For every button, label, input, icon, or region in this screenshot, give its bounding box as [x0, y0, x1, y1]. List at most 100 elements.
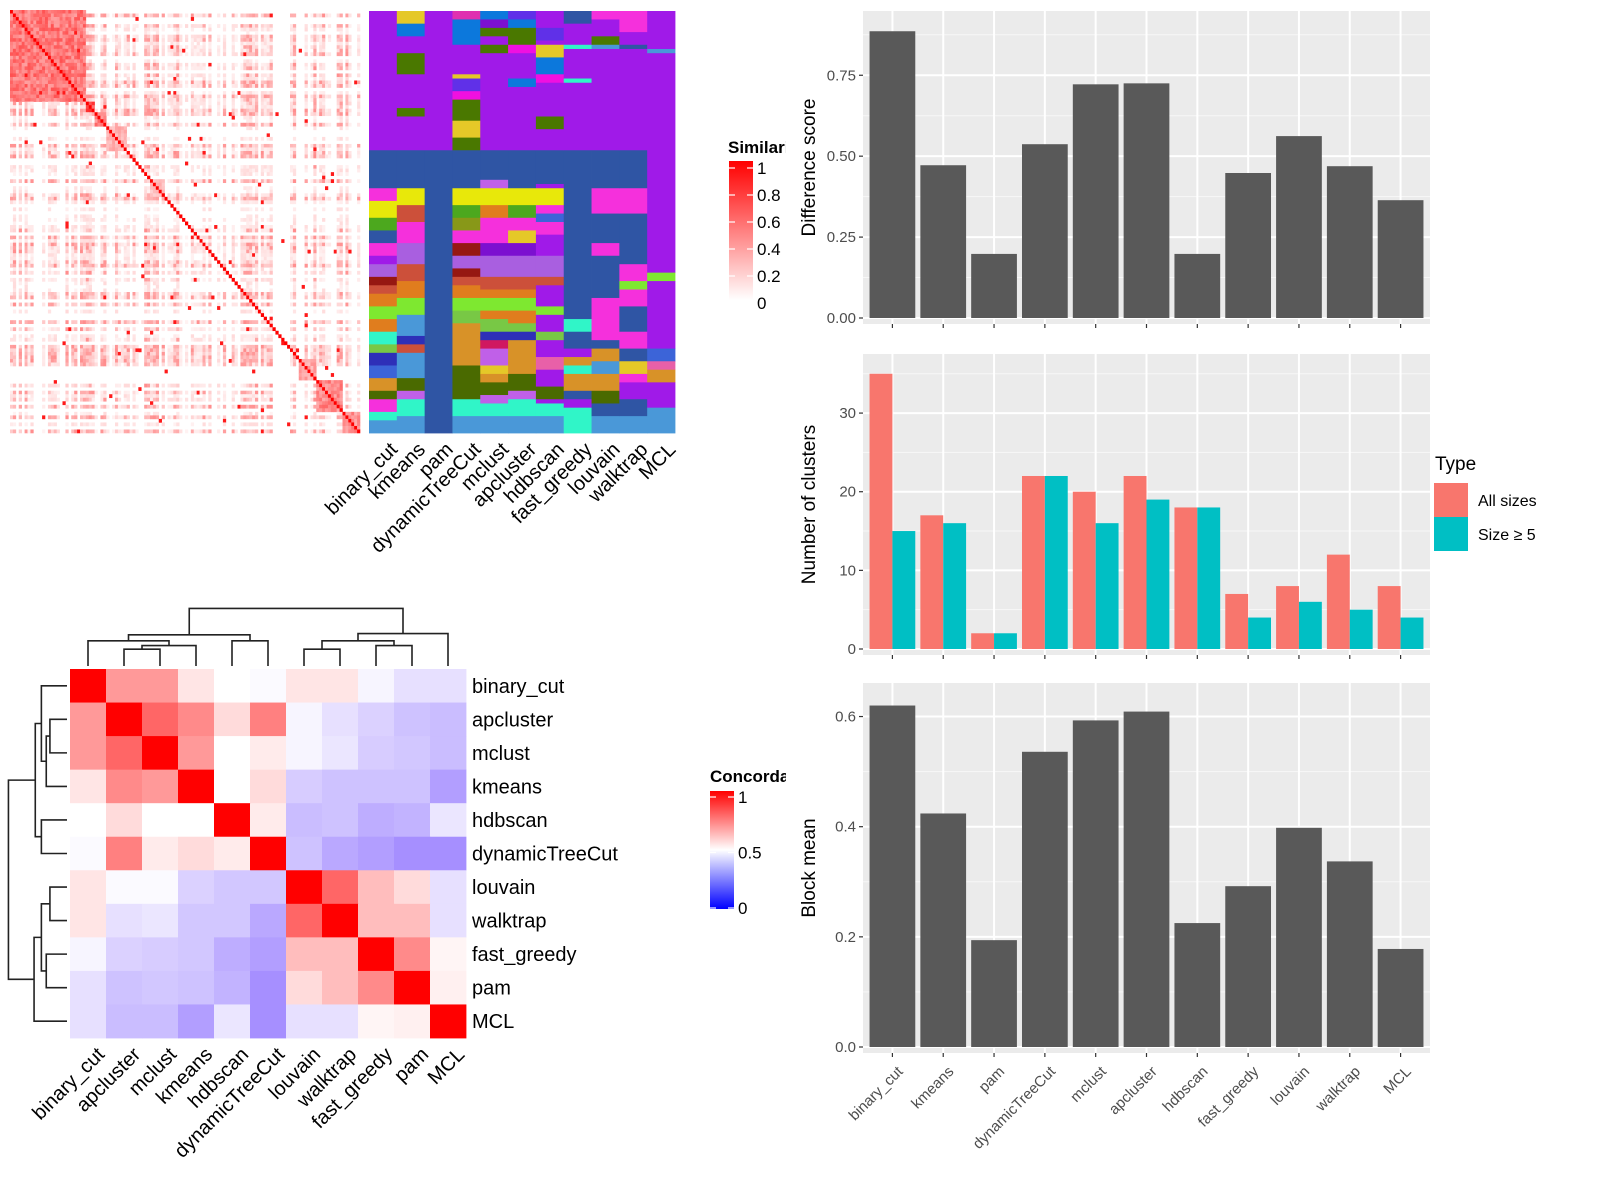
similarity-cell: [336, 94, 340, 99]
similarity-cell: [132, 108, 136, 113]
similarity-cell: [27, 151, 31, 155]
similarity-cell: [249, 246, 253, 250]
similarity-cell: [266, 91, 270, 95]
similarity-cell: [39, 69, 43, 74]
similarity-cell: [147, 217, 151, 222]
similarity-cell: [208, 48, 212, 53]
similarity-cell: [263, 84, 267, 88]
similarity-cell: [357, 98, 361, 102]
similarity-cell: [10, 179, 14, 184]
similarity-cell: [150, 91, 154, 95]
similarity-cell: [202, 168, 206, 173]
similarity-cell: [71, 41, 75, 46]
similarity-cell: [65, 55, 69, 60]
similarity-cell: [263, 122, 267, 127]
similarity-cell: [345, 119, 349, 124]
similarity-cell: [231, 105, 235, 109]
similarity-cell: [252, 225, 256, 229]
similarity-cell: [12, 239, 17, 243]
similarity-cell: [190, 228, 195, 233]
similarity-cell: [190, 239, 195, 243]
similarity-cell: [62, 94, 66, 99]
similarity-cell: [179, 151, 183, 155]
similarity-cell: [255, 302, 259, 307]
similarity-cell: [246, 126, 250, 131]
similarity-cell: [249, 281, 253, 286]
similarity-cell: [322, 45, 326, 50]
similarity-cell: [222, 151, 227, 155]
similarity-cell: [319, 196, 323, 201]
similarity-cell: [80, 277, 84, 282]
similarity-cell: [18, 302, 22, 307]
similarity-cell: [266, 94, 270, 99]
similarity-cell: [292, 112, 297, 117]
similarity-cell: [147, 48, 151, 53]
similarity-cell: [263, 242, 267, 247]
similarity-cell: [15, 69, 20, 74]
similarity-cell: [100, 260, 104, 265]
similarity-cell: [74, 207, 78, 212]
similarity-cell: [208, 239, 212, 243]
similarity-cell: [147, 235, 151, 240]
similarity-cell: [56, 348, 60, 353]
similarity-cell: [120, 320, 125, 325]
similarity-cell: [161, 179, 165, 184]
similarity-cell: [243, 344, 247, 349]
similarity-cell: [123, 348, 127, 353]
similarity-cell: [85, 154, 90, 159]
similarity-cell: [290, 13, 294, 18]
similarity-cell: [50, 179, 55, 184]
similarity-cell: [319, 34, 323, 39]
similarity-cell: [33, 94, 37, 99]
similarity-cell: [257, 309, 262, 314]
similarity-cell: [82, 270, 87, 275]
similarity-cell: [246, 41, 250, 46]
similarity-cell: [243, 76, 247, 81]
similarity-cell: [345, 270, 349, 275]
similarity-cell: [82, 41, 87, 46]
similarity-cell: [74, 179, 78, 184]
similarity-cell: [167, 196, 171, 201]
similarity-cell: [50, 69, 55, 74]
similarity-cell: [82, 172, 87, 176]
similarity-cell: [269, 320, 273, 325]
similarity-cell: [313, 189, 317, 194]
similarity-cell: [135, 84, 139, 88]
similarity-cell: [199, 239, 203, 243]
similarity-cell: [24, 136, 28, 141]
similarity-cell: [173, 168, 177, 173]
similarity-cell: [53, 295, 57, 300]
similarity-cell: [50, 151, 55, 155]
similarity-cell: [249, 249, 253, 254]
similarity-cell: [243, 179, 247, 184]
similarity-cell: [126, 154, 130, 159]
similarity-cell: [82, 355, 87, 360]
similarity-cell: [94, 84, 98, 88]
similarity-cell: [132, 179, 136, 184]
similarity-cell: [53, 351, 57, 356]
similarity-cell: [65, 253, 69, 258]
similarity-cell: [196, 235, 200, 240]
similarity-cell: [30, 249, 34, 254]
similarity-cell: [240, 256, 244, 261]
similarity-cell: [348, 24, 352, 28]
similarity-cell: [15, 27, 20, 32]
similarity-cell: [269, 348, 273, 353]
similarity-cell: [147, 193, 151, 198]
similarity-cell: [173, 246, 177, 250]
similarity-cell: [18, 24, 22, 28]
similarity-cell: [345, 59, 349, 64]
similarity-cell: [103, 98, 107, 102]
similarity-cell: [208, 172, 212, 176]
similarity-cell: [208, 263, 212, 268]
similarity-cell: [80, 31, 84, 35]
similarity-cell: [100, 239, 104, 243]
similarity-cell: [345, 48, 349, 53]
similarity-cell: [147, 260, 151, 265]
similarity-cell: [103, 27, 107, 32]
similarity-cell: [249, 351, 253, 356]
similarity-cell: [123, 344, 127, 349]
similarity-cell: [80, 281, 84, 286]
similarity-cell: [10, 62, 14, 67]
similarity-cell: [266, 327, 270, 332]
